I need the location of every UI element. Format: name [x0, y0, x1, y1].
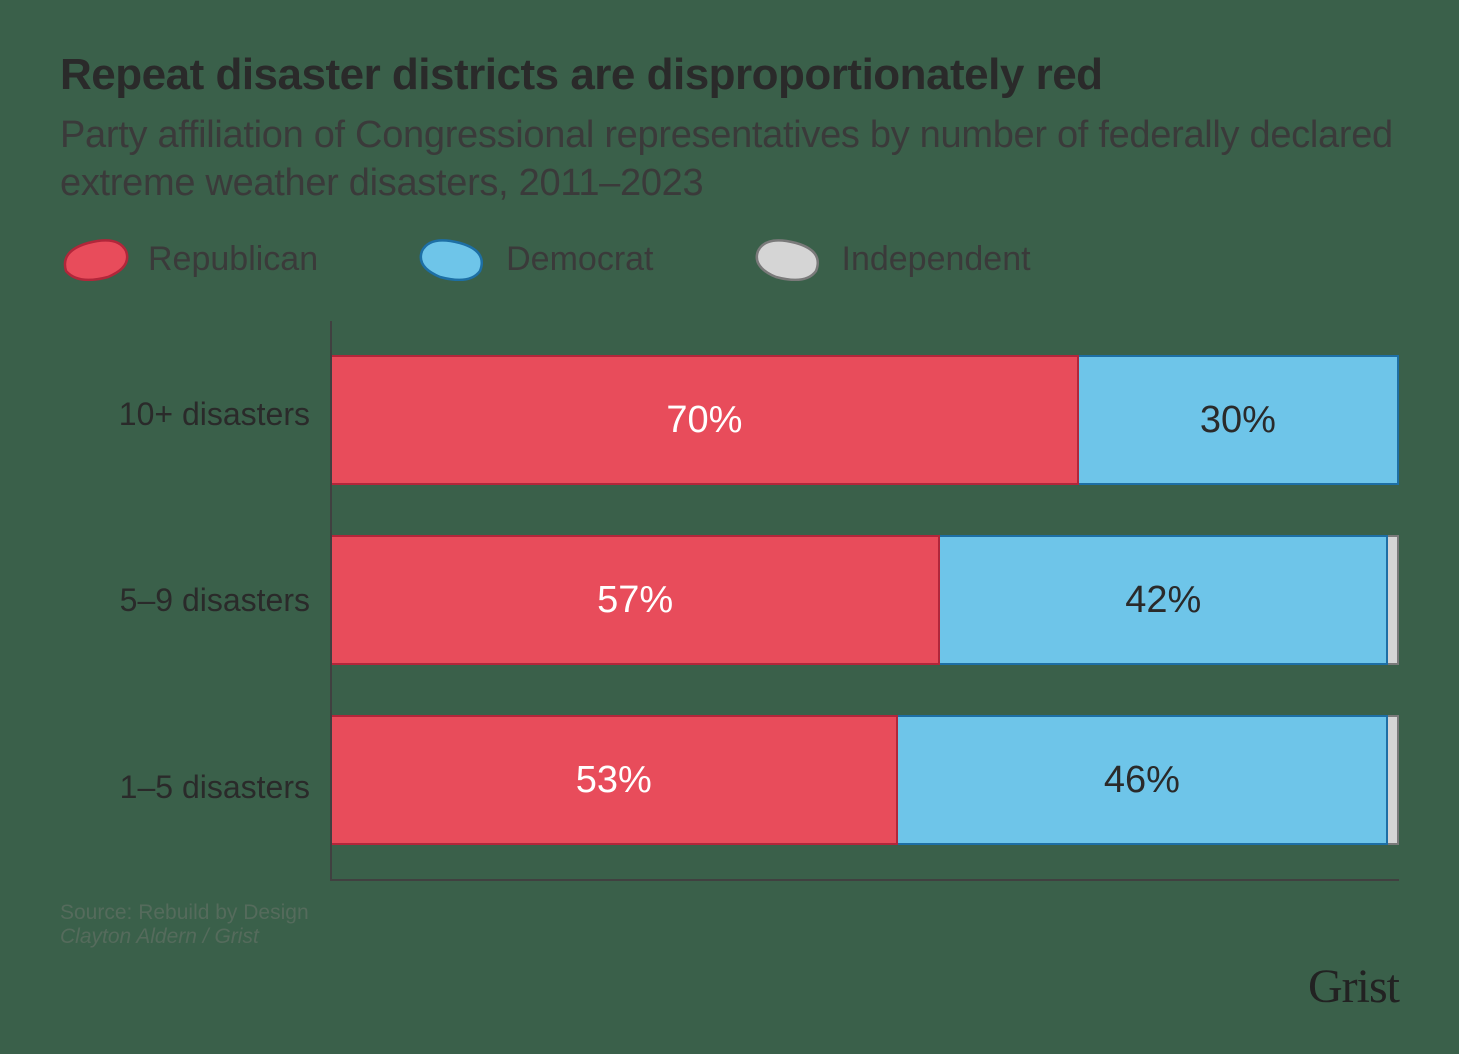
swatch-path — [65, 240, 127, 280]
publisher-logo: Grist — [1308, 959, 1399, 1014]
chart-title: Repeat disaster districts are disproport… — [60, 50, 1399, 100]
legend-label: Independent — [842, 240, 1031, 279]
legend-swatch-icon — [754, 237, 824, 281]
bar-row: 70%30% — [332, 355, 1399, 485]
bar-segment-democrat: 42% — [940, 535, 1388, 665]
bar-segment-republican: 70% — [332, 355, 1079, 485]
chart-footer: Source: Rebuild by Design Clayton Aldern… — [60, 901, 1399, 949]
legend-swatch-icon — [418, 237, 488, 281]
swatch-path — [421, 240, 482, 280]
legend-item-democrat: Democrat — [418, 237, 653, 281]
legend-item-republican: Republican — [60, 237, 318, 281]
bar-segment-independent — [1388, 535, 1399, 665]
source-line: Source: Rebuild by Design — [60, 901, 1399, 925]
bar-segment-democrat: 30% — [1079, 355, 1399, 485]
chart-area: 10+ disasters 5–9 disasters 1–5 disaster… — [60, 321, 1399, 881]
bar-segment-democrat: 46% — [898, 715, 1389, 845]
category-label: 1–5 disasters — [60, 769, 310, 806]
legend: Republican Democrat Independent — [60, 237, 1399, 281]
category-label: 10+ disasters — [60, 396, 310, 433]
bar-row: 53%46% — [332, 715, 1399, 845]
bar-row: 57%42% — [332, 535, 1399, 665]
legend-label: Democrat — [506, 240, 653, 279]
bar-segment-republican: 53% — [332, 715, 898, 845]
bars-container: 70%30% 57%42% 53%46% — [330, 321, 1399, 881]
legend-item-independent: Independent — [754, 237, 1031, 281]
legend-swatch-icon — [60, 237, 130, 281]
swatch-path — [756, 240, 817, 280]
bar-segment-independent — [1388, 715, 1399, 845]
chart-subtitle: Party affiliation of Congressional repre… — [60, 112, 1399, 207]
category-label: 5–9 disasters — [60, 582, 310, 619]
bar-segment-republican: 57% — [332, 535, 940, 665]
y-axis-labels: 10+ disasters 5–9 disasters 1–5 disaster… — [60, 321, 330, 881]
legend-label: Republican — [148, 240, 318, 279]
credit-line: Clayton Aldern / Grist — [60, 925, 1399, 949]
